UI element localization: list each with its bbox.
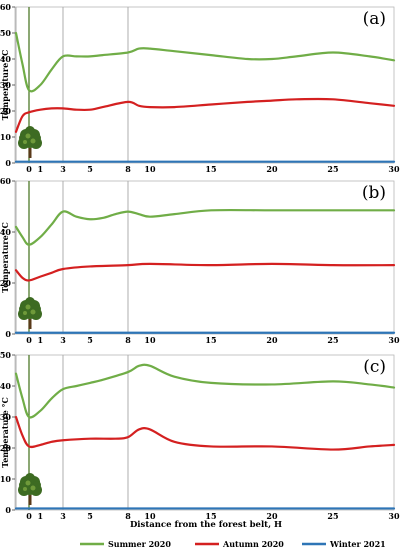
x-tick-label: 15	[205, 335, 216, 345]
x-tick-label: 25	[327, 335, 338, 345]
x-axis-label: Distance from the forest belt, H	[130, 520, 282, 530]
x-tick-label: 10	[144, 511, 156, 521]
tree-foliage-highlight	[25, 304, 31, 310]
tree-foliage-highlight	[23, 140, 27, 144]
series-line-summer-2020	[14, 208, 396, 246]
x-tick-label: 8	[125, 164, 131, 174]
x-tick-label: 3	[60, 335, 66, 345]
tree-foliage	[25, 297, 35, 307]
x-tick-label: 15	[205, 511, 216, 521]
x-tick-label: 3	[60, 511, 66, 521]
y-tick-label: 10	[0, 474, 11, 484]
x-tick-label: 20	[266, 164, 278, 174]
y-tick-label: 0	[5, 158, 11, 168]
legend-item-autumn-2020: Autumn 2020	[195, 539, 284, 549]
y-tick-label: 40	[0, 227, 11, 237]
x-tick-label: 0	[26, 335, 32, 345]
x-tick-label: 1	[38, 335, 44, 345]
legend-item-summer-2020: Summer 2020	[80, 539, 171, 549]
x-tick-label: 30	[388, 511, 400, 521]
y-tick-label: 40	[0, 54, 11, 64]
series-line-autumn-2020	[14, 262, 396, 282]
x-tick-label: 8	[125, 511, 131, 521]
x-tick-label: 0	[26, 164, 32, 174]
panel-label: (a)	[363, 9, 386, 29]
series-line-autumn-2020	[14, 415, 396, 451]
y-axis-label: Temperature °C	[0, 397, 10, 468]
plot-area	[14, 354, 395, 511]
tree-foliage-highlight	[23, 311, 27, 315]
x-tick-label: 5	[87, 164, 93, 174]
x-tick-label: 25	[327, 511, 338, 521]
series-line-autumn-2020	[14, 97, 396, 133]
tree-foliage-highlight	[25, 133, 31, 139]
tree-trunk	[28, 319, 32, 329]
series-line-summer-2020	[14, 31, 396, 93]
tree-foliage	[25, 126, 35, 136]
tree-foliage-highlight	[30, 309, 36, 315]
x-tick-label: 5	[87, 511, 93, 521]
x-tick-label: 8	[125, 335, 131, 345]
tree-foliage-highlight	[25, 480, 31, 486]
x-tick-label: 20	[266, 335, 278, 345]
y-tick-label: 50	[0, 350, 11, 360]
tree-foliage	[25, 473, 35, 483]
panel-label: (c)	[363, 357, 386, 377]
y-tick-label: 60	[0, 176, 11, 186]
y-tick-label: 60	[0, 2, 11, 12]
y-tick-label: 40	[0, 381, 11, 391]
y-tick-label: 10	[0, 132, 11, 142]
legend-item-winter-2021: Winter 2021	[302, 539, 386, 549]
x-tick-label: 10	[144, 335, 156, 345]
series-line-summer-2020	[14, 363, 396, 419]
tree-trunk	[28, 495, 32, 505]
x-tick-label: 0	[26, 511, 32, 521]
x-tick-label: 15	[205, 164, 216, 174]
x-tick-label: 30	[388, 335, 400, 345]
x-tick-label: 30	[388, 164, 400, 174]
y-tick-label: 0	[5, 505, 11, 515]
legend-label: Summer 2020	[108, 539, 171, 549]
y-tick-label: 50	[0, 28, 11, 38]
y-tick-label: 20	[0, 443, 11, 453]
tree-foliage-highlight	[23, 487, 27, 491]
tree-trunk	[28, 148, 32, 158]
y-tick-label: 20	[0, 278, 11, 288]
y-axis-label: Temperature °C	[0, 222, 10, 293]
x-tick-label: 1	[38, 511, 44, 521]
plot-area	[14, 6, 395, 164]
legend-label: Autumn 2020	[222, 539, 284, 549]
plot-area	[14, 180, 395, 335]
panel-label: (b)	[362, 183, 386, 203]
tree-foliage-highlight	[30, 138, 36, 144]
x-tick-label: 20	[266, 511, 278, 521]
x-tick-label: 1	[38, 164, 44, 174]
x-tick-label: 5	[87, 335, 93, 345]
x-tick-label: 25	[327, 164, 338, 174]
y-tick-label: 20	[0, 106, 11, 116]
x-tick-label: 10	[144, 164, 156, 174]
x-tick-label: 3	[60, 164, 66, 174]
y-tick-label: 30	[0, 412, 11, 422]
tree-foliage-highlight	[30, 485, 36, 491]
y-tick-label: 0	[5, 329, 11, 339]
y-axis-label: Temperature °C	[0, 50, 10, 121]
legend-label: Winter 2021	[329, 539, 386, 549]
y-tick-label: 30	[0, 80, 11, 90]
